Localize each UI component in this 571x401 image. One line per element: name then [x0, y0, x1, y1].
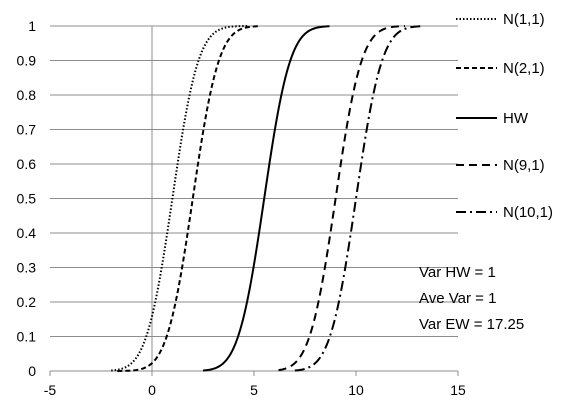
series-line-2	[202, 25, 330, 372]
gridlines	[50, 25, 458, 337]
series-lines	[111, 25, 422, 372]
legend-label-3: N(9,1)	[503, 157, 545, 174]
legend: N(1,1) N(2,1) HW N(9,1) N(10,1)	[456, 11, 553, 221]
y-tick-label-8: 0.8	[17, 87, 37, 103]
y-tick-label-10: 1	[28, 18, 36, 34]
annotation-1: Ave Var = 1	[419, 290, 496, 307]
series-line-0	[111, 25, 248, 372]
annotations: Var HW = 1 Ave Var = 1 Var EW = 17.25	[419, 264, 524, 333]
y-tick-label-3: 0.3	[17, 260, 37, 276]
series-line-4	[294, 25, 422, 372]
x-tick-label-1: 0	[148, 382, 156, 398]
y-tick-label-2: 0.2	[17, 294, 37, 310]
x-tick-label-2: 5	[250, 382, 258, 398]
legend-label-4: N(10,1)	[503, 204, 553, 221]
axes	[49, 26, 459, 376]
legend-label-0: N(1,1)	[503, 11, 545, 28]
x-tick-label-4: 15	[450, 382, 466, 398]
series-line-3	[278, 25, 405, 372]
y-tick-label-6: 0.6	[17, 156, 37, 172]
y-tick-label-9: 0.9	[17, 53, 37, 69]
x-tick-label-3: 10	[348, 382, 364, 398]
y-tick-label-5: 0.5	[17, 191, 37, 207]
y-tick-label-0: 0	[28, 363, 36, 379]
y-tick-label-4: 0.4	[17, 225, 37, 241]
y-tick-label-1: 0.1	[17, 329, 37, 345]
annotation-0: Var HW = 1	[419, 264, 496, 281]
annotation-2: Var EW = 17.25	[419, 316, 524, 333]
tick-labels: 0 0.1 0.2 0.3 0.4 0.5 0.6 0.7 0.8 0.9 1 -5 0 5 10 15	[17, 18, 466, 398]
legend-label-2: HW	[503, 110, 529, 127]
y-tick-label-7: 0.7	[17, 122, 37, 138]
legend-label-1: N(2,1)	[503, 60, 545, 77]
x-tick-label-0: -5	[44, 382, 57, 398]
series-line-1	[117, 25, 261, 372]
